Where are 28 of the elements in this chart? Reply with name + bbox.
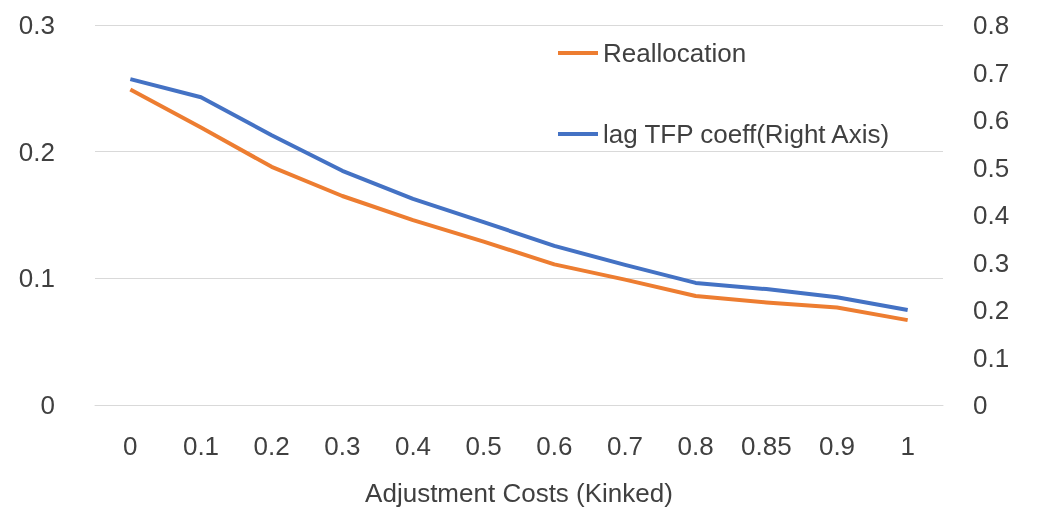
x-tick-label: 0.5 bbox=[465, 431, 502, 461]
y2-tick-label: 0 bbox=[973, 390, 988, 420]
y-tick-label: 0 bbox=[40, 390, 55, 420]
x-tick-label: 0.7 bbox=[606, 431, 644, 461]
y2-tick-label: 0.6 bbox=[973, 105, 1010, 135]
x-tick-label: 0.3 bbox=[324, 431, 361, 461]
y2-tick-label: 0.4 bbox=[973, 200, 1010, 230]
legend-label: lag TFP coeff(Right Axis) bbox=[603, 119, 890, 149]
x-axis-title: Adjustment Costs (Kinked) bbox=[365, 478, 673, 508]
x-tick-label: 0.85 bbox=[741, 431, 792, 461]
y2-tick-label: 0.8 bbox=[973, 10, 1010, 40]
x-tick-label: 1 bbox=[900, 431, 915, 461]
x-tick-label: 0 bbox=[123, 431, 138, 461]
y-tick-label: 0.2 bbox=[18, 136, 55, 167]
y2-tick-label: 0.5 bbox=[973, 152, 1010, 183]
y2-tick-label: 0.2 bbox=[973, 295, 1010, 325]
x-tick-label: 0.4 bbox=[394, 431, 432, 461]
x-tick-label: 0.2 bbox=[253, 431, 290, 461]
x-tick-label: 0.8 bbox=[677, 431, 714, 461]
legend-label: Reallocation bbox=[603, 38, 747, 68]
x-tick-label: 0.9 bbox=[818, 431, 856, 461]
y2-tick-label: 0.3 bbox=[973, 247, 1010, 278]
y2-tick-label: 0.7 bbox=[973, 57, 1010, 88]
x-tick-label: 0.6 bbox=[536, 431, 573, 461]
y-tick-label: 0.3 bbox=[18, 10, 55, 40]
x-tick-label: 0.1 bbox=[182, 431, 220, 461]
y2-tick-label: 0.1 bbox=[973, 342, 1010, 373]
y-tick-label: 0.1 bbox=[18, 263, 55, 294]
